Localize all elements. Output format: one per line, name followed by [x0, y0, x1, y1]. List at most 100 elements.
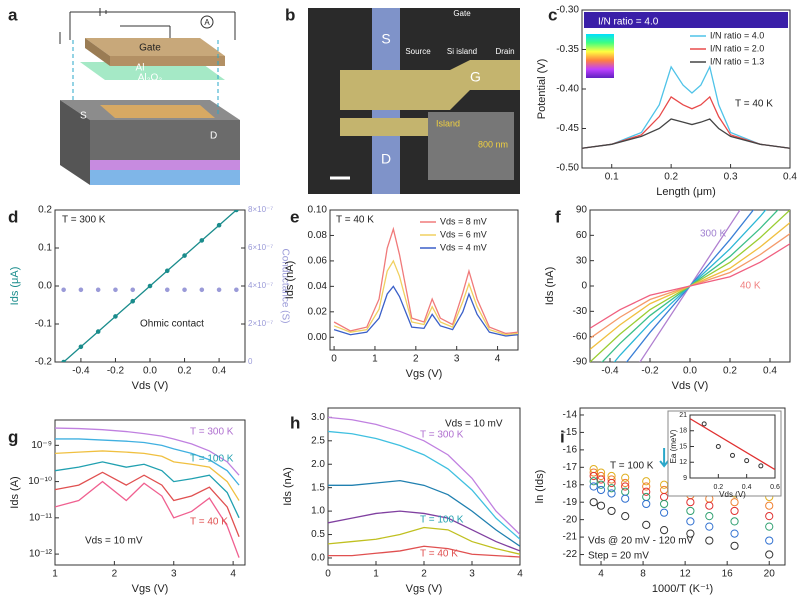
- series-line: [328, 545, 520, 558]
- data-point: [642, 487, 651, 496]
- x-tick-label: 0.2: [723, 366, 737, 377]
- data-point: [607, 484, 616, 493]
- series-line: [333, 259, 518, 336]
- y-axis-label: Ids (nA): [284, 261, 296, 300]
- series-line: [55, 427, 240, 476]
- data-point: [234, 287, 239, 293]
- legend-label: I/N ratio = 2.0: [710, 43, 764, 53]
- data-point: [589, 477, 598, 486]
- annotation: Ohmic contact: [140, 319, 204, 330]
- data-point: [765, 512, 774, 521]
- y-tick-label: 2.0: [311, 459, 325, 470]
- y-tick-label: 0.08: [308, 230, 328, 241]
- series-group: [590, 210, 790, 362]
- data-point: [61, 359, 66, 362]
- annotation: T = 100 K: [190, 454, 234, 465]
- label: A: [204, 18, 210, 27]
- annotation: Vds = 10 mV: [445, 419, 503, 430]
- y-tick-label: -0.2: [35, 357, 53, 368]
- y-axis-label: Ea (meV): [669, 429, 678, 463]
- y-tick-label: 0.0: [38, 281, 52, 292]
- panel-label: g: [8, 427, 18, 446]
- data-point: [607, 506, 616, 516]
- x-axis-label: Vds (V): [719, 490, 746, 499]
- panel-label: d: [8, 207, 18, 226]
- y-tick-label: 0.2: [38, 205, 52, 216]
- data-point: [589, 498, 598, 507]
- x-tick-label: 1: [52, 569, 58, 580]
- y-tick-label: -90: [573, 357, 588, 368]
- annotation: 40 K: [740, 281, 761, 292]
- data-point: [589, 468, 598, 477]
- y-tick-label: -18: [563, 479, 578, 490]
- annotation: Step = 20 mV: [588, 551, 649, 562]
- data-point: [596, 475, 606, 484]
- data-point: [660, 508, 669, 517]
- y-tick-label: 0: [581, 281, 587, 292]
- data-point: [61, 287, 66, 293]
- x-tick-label: 0.1: [605, 172, 619, 183]
- x-tick-label: 4: [230, 569, 236, 580]
- x-tick-label: -0.4: [601, 366, 619, 377]
- x-tick-label: 16: [722, 569, 734, 580]
- x-tick-label: 20: [764, 569, 776, 580]
- schematic: [59, 8, 240, 185]
- y-tick-label: 10⁻¹⁰: [28, 476, 52, 487]
- label: D: [210, 131, 217, 142]
- data-point: [660, 499, 669, 509]
- y2-tick-label: 8×10⁻⁷: [248, 205, 273, 214]
- annotation: 300 K: [700, 229, 726, 240]
- x-axis-label: Vgs (V): [406, 368, 443, 380]
- data-point: [78, 287, 84, 293]
- data-point: [113, 287, 118, 293]
- label: Al₂O₃: [138, 73, 163, 84]
- x-axis-label: 1000/T (K⁻¹): [652, 583, 713, 595]
- data-point: [642, 477, 651, 486]
- y-tick-label: 0.04: [308, 281, 328, 292]
- data-point: [642, 492, 651, 502]
- series-line: [55, 450, 240, 501]
- label: Source: [405, 47, 431, 56]
- annotation: T = 100 K: [610, 461, 654, 472]
- annotation: T = 40 K: [336, 215, 374, 226]
- y-tick-label: 30: [576, 255, 588, 266]
- data-point: [744, 458, 750, 464]
- label: S: [80, 111, 87, 122]
- y-tick-label: -0.45: [556, 123, 579, 134]
- y-tick-label: -0.40: [556, 84, 579, 95]
- annotation: T = 300 K: [190, 427, 234, 438]
- y-axis-label: Potential (V): [536, 59, 548, 120]
- data-point: [621, 482, 630, 491]
- colorbar: [586, 34, 614, 78]
- x-tick-label: -0.2: [641, 366, 659, 377]
- label: Gate: [139, 43, 161, 54]
- data-point: [182, 287, 187, 293]
- legend-label: Vds = 4 mV: [440, 242, 487, 252]
- label: Gate: [453, 9, 471, 18]
- y-tick-label: 10⁻⁹: [31, 440, 52, 451]
- x-tick-label: 8: [640, 569, 646, 580]
- y-axis-label: Ids (μA): [9, 267, 21, 306]
- data-point: [686, 517, 695, 526]
- x-tick-label: 12: [680, 569, 692, 580]
- data-point: [216, 222, 222, 228]
- y-tick-label: 60: [576, 230, 588, 241]
- y-tick-label: -30: [573, 306, 588, 317]
- x-tick-label: 3: [171, 569, 177, 580]
- panel-label: f: [555, 207, 561, 226]
- x-tick-label: 3: [469, 569, 475, 580]
- x-axis-label: Vgs (V): [406, 583, 443, 595]
- y2-tick-label: 6×10⁻⁷: [248, 243, 273, 252]
- series-line: [328, 430, 520, 540]
- plot-frame: [579, 407, 786, 566]
- y-tick-label: 3.0: [311, 412, 325, 423]
- data-point: [596, 480, 606, 489]
- x-tick-label: 1: [372, 354, 378, 365]
- y-tick-label: 15: [679, 443, 687, 450]
- y-axis-label: Ids (nA): [282, 467, 294, 506]
- label: G: [470, 69, 481, 85]
- label: Drain: [495, 47, 514, 56]
- x-axis-label: Vds (V): [672, 380, 709, 392]
- data-point: [730, 452, 735, 458]
- data-point: [730, 506, 739, 516]
